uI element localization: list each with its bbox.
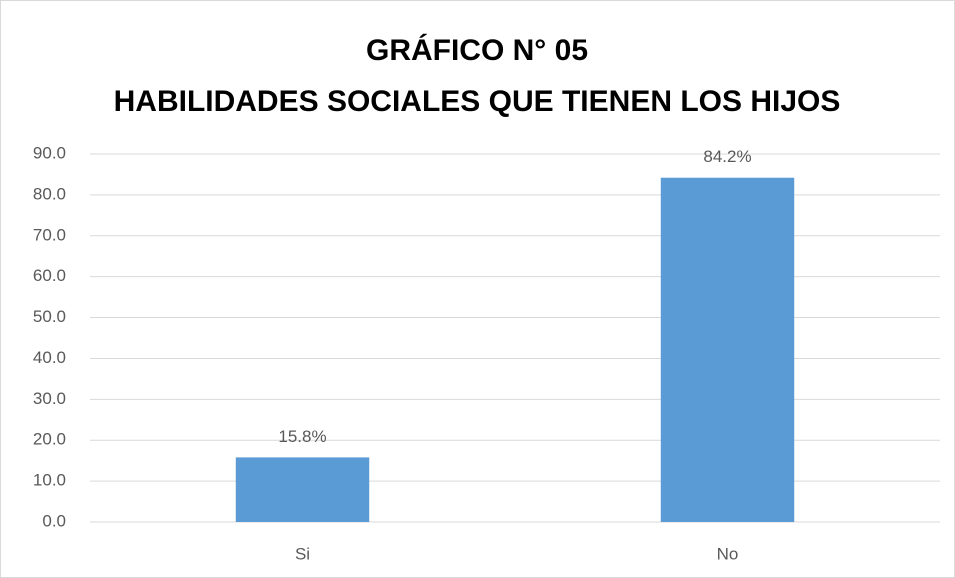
y-tick-label: 70.0 bbox=[33, 225, 66, 244]
data-label: 84.2% bbox=[703, 147, 751, 166]
y-tick-label: 30.0 bbox=[33, 389, 66, 408]
y-tick-label: 40.0 bbox=[33, 348, 66, 367]
bar bbox=[235, 457, 370, 522]
y-tick-label: 60.0 bbox=[33, 266, 66, 285]
y-tick-label: 20.0 bbox=[33, 430, 66, 449]
chart-subtitle: HABILIDADES SOCIALES QUE TIENEN LOS HIJO… bbox=[114, 85, 841, 118]
y-tick-label: 50.0 bbox=[33, 307, 66, 326]
x-tick-label: No bbox=[717, 544, 739, 563]
chart-title: GRÁFICO N° 05 bbox=[366, 33, 588, 67]
bar bbox=[660, 177, 795, 522]
y-tick-label: 10.0 bbox=[33, 471, 66, 490]
y-tick-label: 0.0 bbox=[42, 511, 66, 530]
y-tick-label: 90.0 bbox=[33, 143, 66, 162]
x-tick-label: Si bbox=[295, 544, 310, 563]
y-tick-label: 80.0 bbox=[33, 184, 66, 203]
data-label: 15.8% bbox=[278, 427, 326, 446]
